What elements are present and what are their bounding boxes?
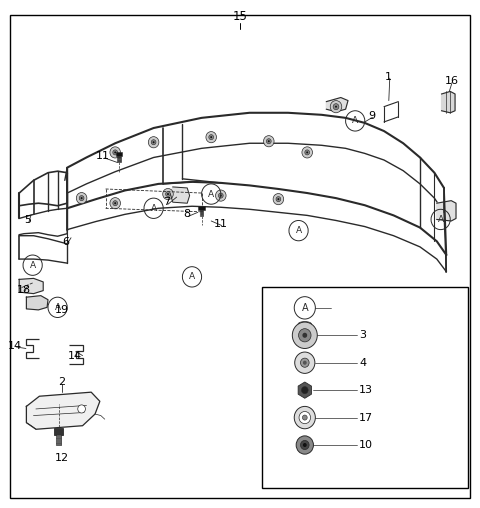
Circle shape	[305, 150, 310, 155]
Text: 6: 6	[63, 237, 70, 247]
Circle shape	[302, 415, 307, 420]
Circle shape	[299, 329, 311, 342]
Text: 14: 14	[8, 341, 23, 352]
Text: 3: 3	[359, 330, 366, 340]
Circle shape	[277, 198, 279, 200]
Text: 17: 17	[359, 412, 373, 423]
Circle shape	[110, 198, 120, 209]
Circle shape	[268, 140, 270, 142]
Text: A: A	[296, 226, 301, 235]
Text: 11: 11	[96, 151, 110, 161]
Ellipse shape	[298, 322, 312, 327]
Text: 5: 5	[24, 215, 31, 226]
Circle shape	[81, 197, 83, 199]
Circle shape	[296, 436, 313, 454]
Polygon shape	[19, 278, 43, 294]
Circle shape	[216, 190, 226, 201]
Circle shape	[292, 322, 317, 348]
Text: 15: 15	[233, 10, 247, 23]
Circle shape	[113, 150, 118, 155]
Text: A: A	[55, 303, 60, 312]
Text: 10: 10	[359, 440, 373, 450]
Text: A: A	[151, 204, 156, 213]
Text: A: A	[30, 261, 36, 270]
Circle shape	[151, 140, 156, 145]
Circle shape	[110, 147, 120, 158]
Polygon shape	[26, 392, 100, 429]
Circle shape	[167, 193, 169, 195]
Circle shape	[163, 188, 173, 200]
Circle shape	[76, 193, 87, 204]
Text: A: A	[301, 303, 308, 313]
Circle shape	[78, 405, 85, 413]
Circle shape	[335, 106, 337, 108]
Text: 19: 19	[54, 305, 69, 315]
Text: A: A	[352, 116, 358, 125]
Bar	[54, 428, 63, 435]
Bar	[116, 152, 122, 156]
Circle shape	[264, 136, 274, 147]
Text: A: A	[189, 272, 195, 281]
Circle shape	[294, 406, 315, 429]
Text: 8: 8	[184, 209, 191, 219]
Bar	[262, 287, 468, 488]
Circle shape	[301, 387, 308, 394]
Circle shape	[166, 192, 170, 197]
Circle shape	[79, 196, 84, 201]
Circle shape	[114, 202, 116, 204]
Circle shape	[276, 197, 281, 202]
Circle shape	[113, 201, 118, 206]
Polygon shape	[442, 91, 455, 113]
Text: A: A	[208, 189, 214, 199]
Circle shape	[218, 193, 223, 198]
Text: 7: 7	[164, 197, 170, 207]
Circle shape	[114, 151, 116, 153]
Text: A: A	[438, 215, 444, 224]
Circle shape	[299, 411, 311, 424]
Polygon shape	[170, 187, 190, 203]
Text: 1: 1	[385, 72, 392, 82]
Circle shape	[209, 135, 214, 140]
Polygon shape	[26, 296, 48, 310]
Polygon shape	[437, 201, 456, 221]
Circle shape	[302, 147, 312, 158]
Text: 12: 12	[54, 453, 69, 463]
Polygon shape	[298, 382, 312, 398]
Circle shape	[333, 104, 339, 110]
Circle shape	[206, 132, 216, 143]
Circle shape	[210, 136, 212, 138]
Text: 18: 18	[17, 284, 31, 295]
Text: 4: 4	[359, 358, 366, 368]
Text: 2: 2	[58, 377, 65, 387]
Polygon shape	[326, 98, 348, 112]
Circle shape	[273, 194, 284, 205]
Text: 9: 9	[369, 111, 375, 121]
Text: 13: 13	[359, 385, 373, 395]
Circle shape	[300, 358, 309, 367]
Text: 16: 16	[445, 76, 459, 86]
Circle shape	[303, 443, 307, 447]
Circle shape	[148, 137, 159, 148]
Circle shape	[302, 333, 307, 338]
Circle shape	[300, 440, 309, 450]
Circle shape	[330, 101, 342, 113]
Text: 14: 14	[67, 351, 82, 361]
Bar	[117, 156, 121, 162]
Circle shape	[153, 141, 155, 143]
Circle shape	[306, 151, 308, 153]
Bar	[200, 210, 204, 216]
Circle shape	[303, 361, 307, 365]
Bar	[198, 206, 205, 210]
Circle shape	[220, 195, 222, 197]
Bar	[56, 434, 61, 445]
Circle shape	[295, 352, 315, 373]
Text: 11: 11	[214, 218, 228, 229]
Circle shape	[266, 139, 271, 144]
